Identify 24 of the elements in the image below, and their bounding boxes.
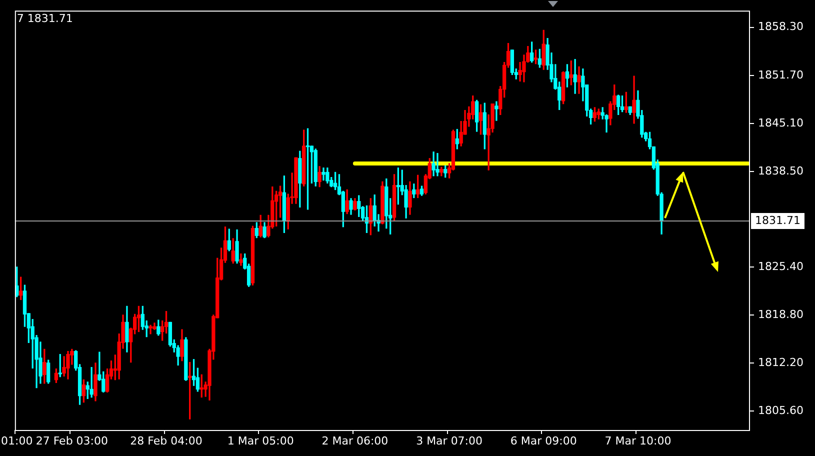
y-tick-label: 1845.10 <box>758 116 804 130</box>
candlestick <box>148 324 152 334</box>
x-tick-label: 27 Feb 03:00 <box>36 434 108 448</box>
candlestick <box>436 152 440 176</box>
candlestick <box>494 101 498 121</box>
candlestick <box>573 59 577 94</box>
x-tick-label: 01:00 <box>1 434 33 448</box>
y-tick-label: 1851.70 <box>758 68 804 82</box>
y-tick-label: 1825.40 <box>758 260 804 273</box>
candlestick <box>90 367 94 398</box>
x-tick-label: 6 Mar 09:00 <box>510 434 577 448</box>
y-tick-label: 1838.50 <box>758 164 804 178</box>
y-tick-label: 1858.30 <box>758 20 804 34</box>
x-tick-label: 2 Mar 06:00 <box>322 434 388 448</box>
x-tick-label: 28 Feb 04:00 <box>130 434 202 448</box>
chart-title: 7 1831.71 <box>16 12 73 25</box>
y-tick-label: 1805.60 <box>758 404 804 417</box>
x-tick-label: 3 Mar 07:00 <box>416 434 483 448</box>
y-tick-label: 1818.80 <box>758 308 804 321</box>
y-tick-label: 1812.20 <box>758 356 804 369</box>
x-tick-label: 7 Mar 10:00 <box>604 434 672 448</box>
candlestick <box>322 168 326 181</box>
ref-line-label: 1831.71 <box>755 214 800 227</box>
x-tick-label: 1 Mar 05:00 <box>227 434 294 448</box>
